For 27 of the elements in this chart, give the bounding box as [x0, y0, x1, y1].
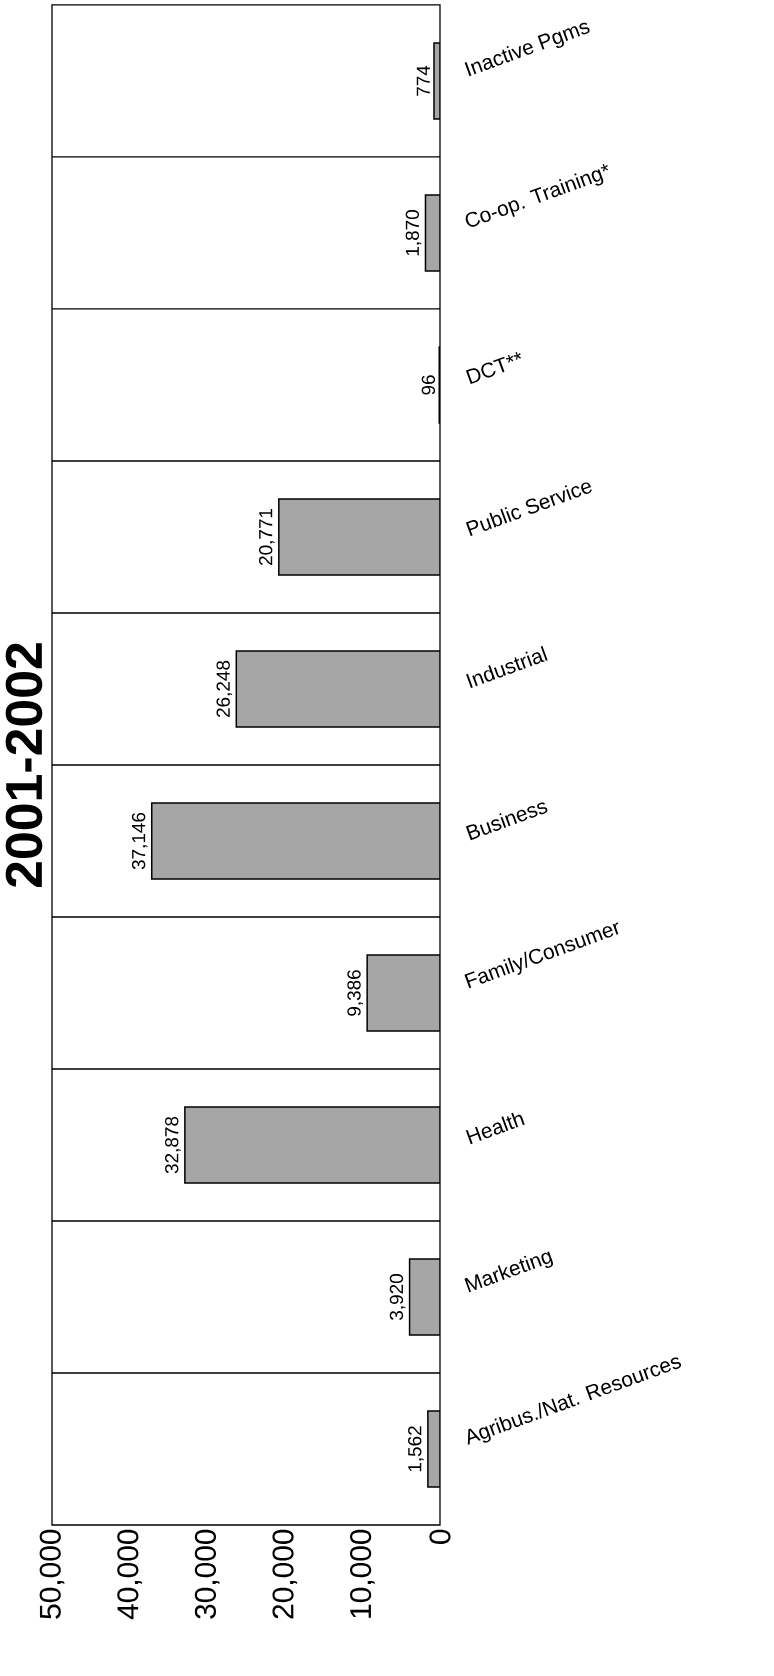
text: 2001-2002	[5, 643, 43, 888]
data-label: 32,878	[165, 1116, 181, 1174]
y-tick-label: Public Service	[465, 482, 592, 537]
data-label: 96	[421, 375, 436, 395]
bar	[278, 498, 440, 576]
data-label: 3,920	[389, 1274, 406, 1320]
x-tick-label: 10,000	[350, 1529, 375, 1618]
x-tick-label: 20,000	[272, 1529, 298, 1619]
data-label: 774	[416, 65, 430, 96]
bar	[366, 954, 440, 1032]
data-label: 20,771	[258, 508, 275, 565]
bar	[150, 802, 440, 880]
bar	[408, 1258, 440, 1336]
data-label: 9,386	[347, 970, 363, 1016]
x-tick-label: 0	[429, 1529, 451, 1544]
bar	[235, 650, 440, 728]
x-tick-label: 40,000	[117, 1529, 142, 1620]
y-tick-label: Health	[465, 1112, 525, 1145]
data-label: 1,870	[405, 210, 422, 256]
x-tick-label: 50,000	[39, 1529, 65, 1619]
data-label: 37,146	[131, 812, 148, 870]
data-label: 1,562	[408, 1426, 424, 1472]
data-label: 26,248	[216, 660, 233, 717]
bar	[184, 1106, 440, 1184]
x-tick-label: 30,000	[194, 1529, 220, 1619]
y-tick-label: Inactive Pgms	[464, 22, 590, 77]
y-tick-label: DCT**	[465, 352, 521, 385]
